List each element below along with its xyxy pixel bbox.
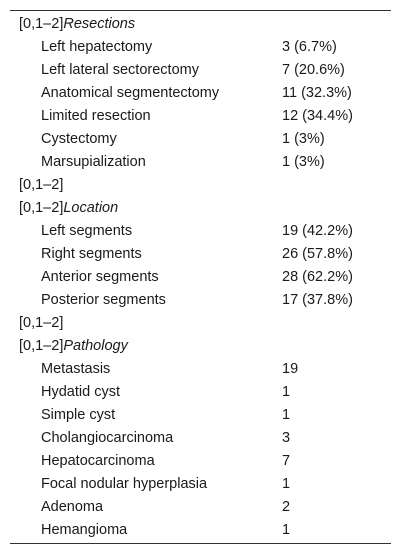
row-label: Left lateral sectorectomy (41, 61, 199, 78)
section-header-row: [0,1–2]Resections (10, 12, 391, 35)
row-label: Hepatocarcinoma (41, 452, 155, 469)
spacer-row: [0,1–2] (10, 173, 391, 196)
table-row: Hepatocarcinoma 7 (10, 449, 391, 472)
row-value: 7 (20.6%) (282, 61, 345, 78)
row-label: Anatomical segmentectomy (41, 84, 220, 101)
table-row: Metastasis 19 (10, 357, 391, 380)
row-value: 1 (3%) (282, 130, 325, 147)
section-prefix: [0,1–2] (19, 176, 64, 193)
row-value: 17 (37.8%) (282, 291, 353, 308)
section-label: [0,1–2]Resections (10, 16, 282, 32)
table-row: Posterior segments 17 (37.8%) (10, 288, 391, 311)
table-row: Right segments 26 (57.8%) (10, 242, 391, 265)
row-label: Left hepatectomy (41, 38, 153, 55)
data-table: [0,1–2]Resections Left hepatectomy 3 (6.7%… (10, 10, 391, 544)
row-value: 26 (57.8%) (282, 245, 353, 262)
row-value: 19 (282, 360, 299, 377)
row-value: 3 (282, 429, 291, 446)
section-heading: Pathology (63, 337, 128, 354)
table-row: Cholangiocarcinoma 3 (10, 426, 391, 449)
section-prefix: [0,1–2] (19, 15, 64, 32)
table-row: Focal nodular hyperplasia 1 (10, 472, 391, 495)
table-row: Left hepatectomy 3 (6.7%) (10, 35, 391, 58)
section-heading: Location (63, 199, 119, 216)
section-heading: Resections (63, 15, 136, 32)
row-value: 1 (282, 521, 291, 538)
section-header-row: [0,1–2]Location (10, 196, 391, 219)
section-prefix: [0,1–2] (19, 337, 64, 354)
row-label: Cholangiocarcinoma (41, 429, 174, 446)
table-row: Simple cyst 1 (10, 403, 391, 426)
row-value: 1 (3%) (282, 153, 325, 170)
section-label: [0,1–2] (10, 177, 282, 193)
row-value: 19 (42.2%) (282, 222, 353, 239)
section-label: [0,1–2]Location (10, 200, 282, 216)
table-body: [0,1–2]Resections Left hepatectomy 3 (6.7%… (10, 11, 391, 543)
row-label: Left segments (41, 222, 133, 239)
table-row: Hemangioma 1 (10, 518, 391, 541)
row-value: 2 (282, 498, 291, 515)
row-label: Limited resection (41, 107, 151, 124)
table-row: Left lateral sectorectomy 7 (20.6%) (10, 58, 391, 81)
section-label: [0,1–2] (10, 315, 282, 331)
section-prefix: [0,1–2] (19, 199, 64, 216)
table-row: Anatomical segmentectomy 11 (32.3%) (10, 81, 391, 104)
spacer-row: [0,1–2] (10, 311, 391, 334)
row-value: 7 (282, 452, 291, 469)
table-row: Marsupialization 1 (3%) (10, 150, 391, 173)
row-label: Hemangioma (41, 521, 128, 538)
row-value: 1 (282, 406, 291, 423)
row-value: 3 (6.7%) (282, 38, 337, 55)
section-header-row: [0,1–2]Pathology (10, 334, 391, 357)
row-value: 1 (282, 383, 291, 400)
table-row: Anterior segments 28 (62.2%) (10, 265, 391, 288)
table-row: Limited resection 12 (34.4%) (10, 104, 391, 127)
row-label: Cystectomy (41, 130, 117, 147)
section-label: [0,1–2]Pathology (10, 338, 282, 354)
row-value: 1 (282, 475, 291, 492)
row-label: Simple cyst (41, 406, 116, 423)
row-value: 12 (34.4%) (282, 107, 353, 124)
row-label: Metastasis (41, 360, 111, 377)
row-label: Posterior segments (41, 291, 166, 308)
row-label: Hydatid cyst (41, 383, 120, 400)
row-label: Adenoma (41, 498, 104, 515)
row-label: Focal nodular hyperplasia (41, 475, 208, 492)
row-value: 28 (62.2%) (282, 268, 353, 285)
row-label: Anterior segments (41, 268, 159, 285)
table-row: Cystectomy 1 (3%) (10, 127, 391, 150)
row-label: Marsupialization (41, 153, 146, 170)
table-row: Left segments 19 (42.2%) (10, 219, 391, 242)
table-row: Hydatid cyst 1 (10, 380, 391, 403)
row-value: 11 (32.3%) (282, 84, 352, 101)
section-prefix: [0,1–2] (19, 314, 64, 331)
row-label: Right segments (41, 245, 142, 262)
table-row: Adenoma 2 (10, 495, 391, 518)
